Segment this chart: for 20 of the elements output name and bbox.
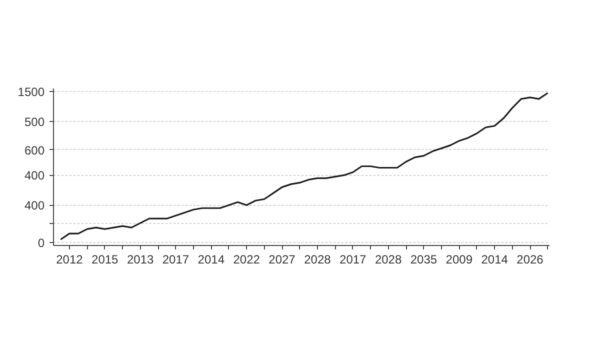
x-tick-label: 2026	[516, 252, 544, 266]
x-tick-label: 2028	[304, 252, 332, 266]
x-tick-label: 2009	[446, 252, 473, 266]
x-tick-label: 2012	[56, 252, 84, 266]
x-tick-label: 2017	[340, 252, 367, 266]
text: 600	[24, 143, 45, 158]
x-tick-label: 2014	[198, 252, 225, 266]
x-tick-label: 2022	[233, 252, 260, 266]
x-tick-label: 2017	[162, 252, 190, 266]
text: 1500	[18, 84, 45, 99]
x-tick-label: 2013	[126, 252, 154, 266]
x-tick-label: 2014	[481, 252, 508, 266]
text: 0	[38, 236, 45, 250]
x-tick-label: 2035	[410, 252, 438, 266]
text: 400	[24, 198, 45, 213]
x-tick-label: 2015	[92, 252, 119, 266]
text: 400	[24, 168, 45, 183]
text: 500	[24, 114, 45, 129]
x-tick-label: 2028	[374, 252, 402, 266]
x-tick-label: 2027	[268, 252, 296, 266]
